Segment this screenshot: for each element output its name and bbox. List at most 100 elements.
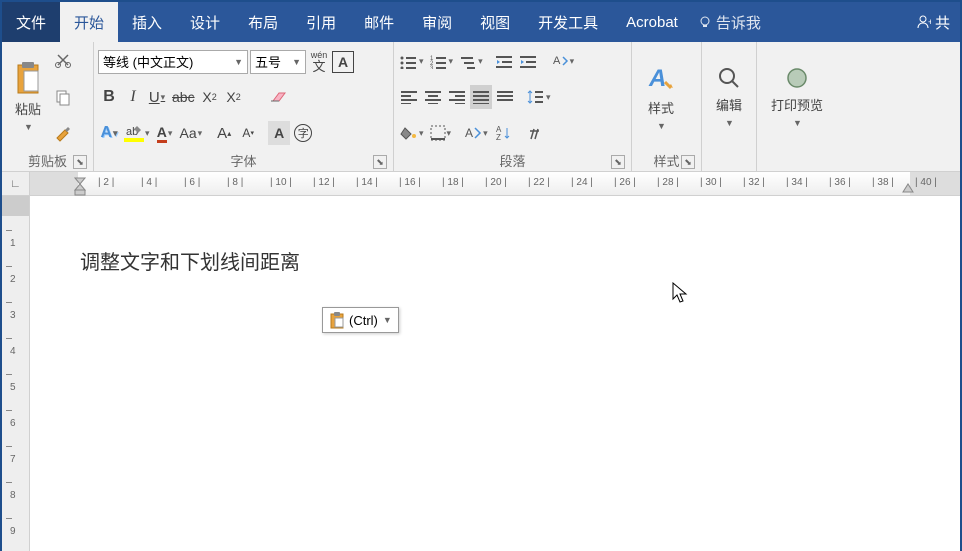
chevron-down-icon: ▼ (24, 122, 33, 132)
svg-text:A: A (648, 65, 666, 92)
subscript-button[interactable]: X2 (199, 85, 221, 109)
vruler-tick: 6 (10, 418, 16, 429)
tab-insert[interactable]: 插入 (118, 2, 176, 42)
title-bar: 文件 开始 插入 设计 布局 引用 邮件 审阅 视图 开发工具 Acrobat … (2, 2, 960, 42)
editing-button[interactable]: 编辑▼ (706, 44, 752, 149)
document-page[interactable]: 调整文字和下划线间距离 (30, 196, 960, 551)
enclose-char-button[interactable]: 字 (292, 121, 314, 145)
align-left-button[interactable] (398, 85, 420, 109)
vruler-tick: 2 (10, 274, 16, 285)
tab-acrobat[interactable]: Acrobat (612, 2, 692, 42)
paste-options-button[interactable]: (Ctrl) ▼ (322, 307, 399, 333)
borders-button[interactable]: ▾ (428, 121, 454, 145)
bullets-button[interactable]: ▾ (398, 50, 426, 74)
group-print: 打印预览▼ (757, 42, 837, 171)
grow-font-button[interactable]: A▴ (213, 121, 235, 145)
vruler-tick: 9 (10, 526, 16, 537)
tab-mailings[interactable]: 邮件 (350, 2, 408, 42)
font-size-value: 五号 (255, 52, 281, 71)
change-case-button[interactable]: Aa▾ (178, 121, 205, 145)
sort-button[interactable]: AZ (492, 121, 514, 145)
tab-references[interactable]: 引用 (292, 2, 350, 42)
ruler-tick: | 22 | (528, 177, 550, 188)
styles-icon: A (645, 62, 677, 94)
person-icon: + (915, 14, 931, 30)
tab-review[interactable]: 审阅 (408, 2, 466, 42)
group-styles: A 样式▼ 样式 ⬊ (632, 42, 702, 171)
cut-button[interactable] (52, 48, 74, 72)
circle-icon (784, 65, 810, 91)
align-center-button[interactable] (422, 85, 444, 109)
increase-indent-button[interactable] (518, 50, 540, 74)
vertical-ruler[interactable]: 123456789 (2, 196, 30, 551)
document-text: 调整文字和下划线间距离 (80, 246, 910, 275)
paste-button[interactable]: 粘贴 ▼ (6, 44, 50, 149)
indent-marker-right[interactable] (902, 182, 914, 194)
font-name-value: 等线 (中文正文) (103, 52, 193, 71)
font-name-combo[interactable]: 等线 (中文正文)▼ (98, 50, 248, 74)
superscript-button[interactable]: X2 (223, 85, 245, 109)
ribbon: 粘贴 ▼ 剪贴板⬊ 等线 (中文正文)▼ 五号▼ wén文 A B I U▾ (2, 42, 960, 172)
share-button[interactable]: + 共 (905, 2, 960, 42)
format-painter-button[interactable] (52, 121, 74, 145)
editing-label: 编辑 (716, 95, 742, 114)
ruler-tick: | 6 | (184, 177, 200, 188)
tab-design[interactable]: 设计 (176, 2, 234, 42)
paste-options-label: (Ctrl) (349, 313, 378, 328)
phonetic-guide-button[interactable]: wén文 (308, 50, 330, 74)
character-border-button[interactable]: A (332, 51, 354, 73)
text-direction-button[interactable]: A▾ (549, 50, 577, 74)
group-clipboard: 粘贴 ▼ 剪贴板⬊ (2, 42, 94, 171)
clipboard-launcher[interactable]: ⬊ (73, 155, 87, 169)
bullets-icon (400, 55, 418, 69)
align-justify-button[interactable] (470, 85, 492, 109)
tab-view[interactable]: 视图 (466, 2, 524, 42)
indent-marker-left[interactable] (74, 172, 86, 196)
font-size-combo[interactable]: 五号▼ (250, 50, 306, 74)
strikethrough-button[interactable]: abc (170, 85, 197, 109)
highlight-button[interactable]: ab▾ (122, 121, 152, 145)
tell-me-search[interactable]: 告诉我 (698, 2, 761, 42)
shrink-font-button[interactable]: A▾ (237, 121, 259, 145)
tab-home[interactable]: 开始 (60, 2, 118, 42)
eraser-icon (269, 89, 289, 105)
asian-layout-button[interactable]: A▾ (462, 121, 490, 145)
tab-layout[interactable]: 布局 (234, 2, 292, 42)
styles-label: 样式 (648, 98, 674, 117)
paragraph-launcher[interactable]: ⬊ (611, 155, 625, 169)
paint-bucket-icon (400, 125, 418, 141)
show-marks-button[interactable] (523, 121, 545, 145)
distributed-button[interactable] (494, 85, 516, 109)
lightbulb-icon (698, 15, 712, 29)
underline-button[interactable]: U▾ (146, 85, 168, 109)
styles-launcher[interactable]: ⬊ (681, 155, 695, 169)
multilevel-list-button[interactable]: ▾ (457, 50, 485, 74)
eraser-button[interactable] (267, 85, 291, 109)
line-spacing-button[interactable]: ▾ (525, 85, 553, 109)
bold-button[interactable]: B (98, 85, 120, 109)
tab-developer[interactable]: 开发工具 (524, 2, 612, 42)
ruler-tick: | 30 | (700, 177, 722, 188)
print-preview-button[interactable]: 打印预览▼ (761, 44, 833, 149)
decrease-indent-button[interactable] (494, 50, 516, 74)
italic-button[interactable]: I (122, 85, 144, 109)
font-color-button[interactable]: A▾ (154, 121, 176, 145)
ruler-tick: | 36 | (829, 177, 851, 188)
character-shading-button[interactable]: A (268, 121, 290, 145)
align-justify-icon (473, 90, 489, 104)
asian-layout-icon: A (464, 125, 482, 141)
horizontal-ruler[interactable]: | 2 || 4 || 6 || 8 || 10 || 12 || 14 || … (30, 172, 960, 195)
vruler-tick: 1 (10, 238, 16, 249)
styles-button[interactable]: A 样式▼ (636, 44, 686, 149)
shading-button[interactable]: ▾ (398, 121, 426, 145)
ruler-tick: | 18 | (442, 177, 464, 188)
numbering-button[interactable]: 123▾ (428, 50, 456, 74)
outdent-icon (496, 55, 514, 69)
text-effects-button[interactable]: A▾ (98, 121, 120, 145)
copy-button[interactable] (52, 85, 74, 109)
tab-selector[interactable]: ∟ (2, 172, 30, 195)
align-right-button[interactable] (446, 85, 468, 109)
borders-icon (430, 125, 446, 141)
tab-file[interactable]: 文件 (2, 2, 60, 42)
font-launcher[interactable]: ⬊ (373, 155, 387, 169)
